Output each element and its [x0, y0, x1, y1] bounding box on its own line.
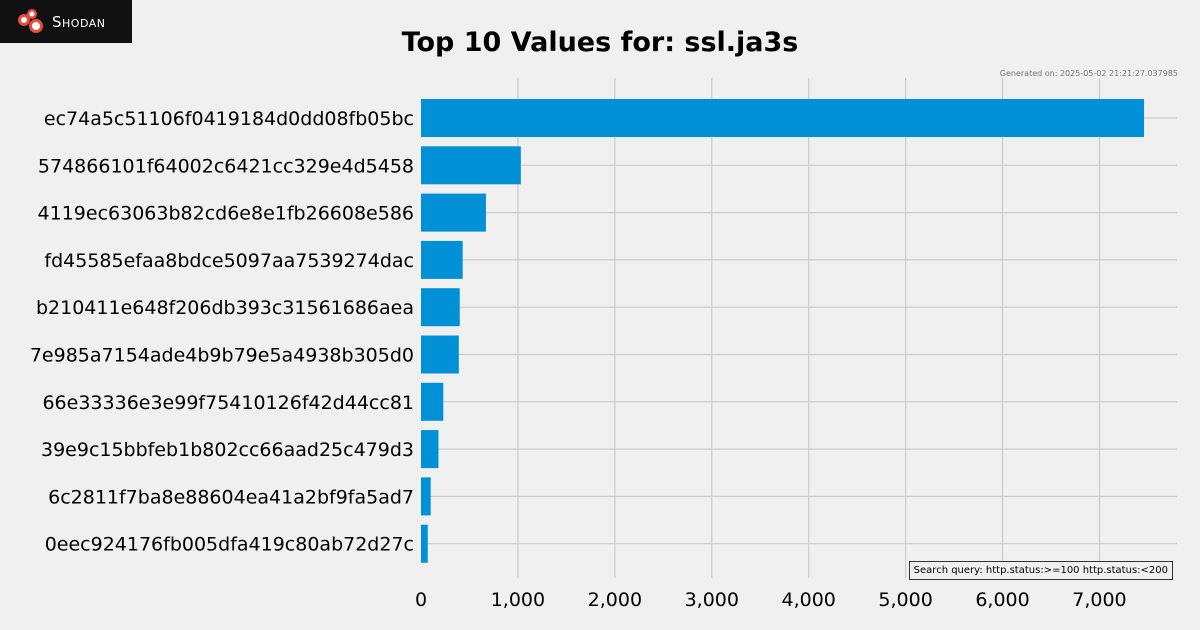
category-label: 39e9c15bbfeb1b802cc66aad25c479d3	[41, 439, 414, 461]
bar	[421, 382, 444, 421]
bar	[421, 524, 428, 563]
bar	[421, 335, 459, 374]
x-tick-label: 1,000	[491, 589, 545, 611]
bar	[421, 146, 521, 185]
bar	[421, 288, 460, 327]
category-label: 574866101f64002c6421cc329e4d5458	[38, 155, 414, 177]
category-label: fd45585efaa8bdce5097aa7539274dac	[44, 250, 414, 272]
x-tick-label: 0	[415, 589, 427, 611]
shodan-logo-icon	[18, 8, 43, 33]
bar	[421, 477, 431, 516]
chart-title: Top 10 Values for: ssl.ja3s	[401, 27, 799, 58]
category-label: 0eec924176fb005dfa419c80ab72d27c	[45, 534, 414, 556]
search-query-box: Search query: http.status:>=100 http.sta…	[908, 561, 1173, 580]
x-tick-label: 7,000	[1072, 589, 1126, 611]
x-tick-label: 3,000	[685, 589, 739, 611]
category-label: 66e33336e3e99f75410126f42d44cc81	[42, 392, 414, 414]
logo-text: Shodan	[52, 12, 106, 31]
bar	[421, 193, 486, 232]
category-label: 6c2811f7ba8e88604ea41a2bf9fa5ad7	[48, 486, 414, 508]
bar	[421, 240, 463, 279]
x-tick-label: 2,000	[588, 589, 642, 611]
bar	[421, 99, 1145, 137]
shodan-logo[interactable]: Shodan	[0, 0, 132, 43]
category-label: 7e985a7154ade4b9b79e5a4938b305d0	[30, 345, 414, 367]
category-label: b210411e648f206db393c31561686aea	[36, 297, 414, 319]
category-label: ec74a5c51106f0419184d0dd08fb05bc	[44, 108, 414, 130]
x-tick-label: 5,000	[878, 589, 932, 611]
generated-timestamp: Generated on: 2025-05-02 21:21:27.037985	[999, 69, 1178, 78]
x-tick-label: 4,000	[781, 589, 835, 611]
x-tick-label: 6,000	[975, 589, 1029, 611]
category-label: 4119ec63063b82cd6e8e1fb26608e586	[38, 203, 414, 225]
bar	[421, 430, 439, 469]
